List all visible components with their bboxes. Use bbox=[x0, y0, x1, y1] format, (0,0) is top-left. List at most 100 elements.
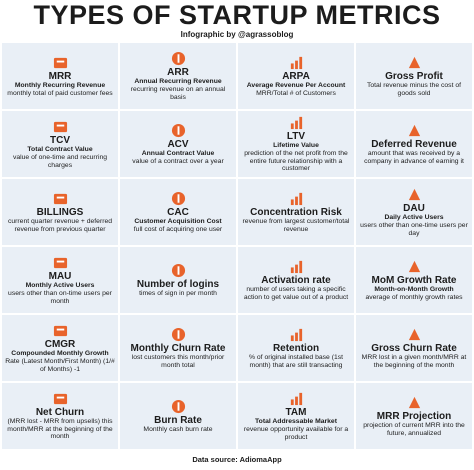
icon bbox=[290, 260, 302, 273]
metric-subtitle: Total Contract Value bbox=[27, 145, 93, 153]
metric-description: Total revenue minus the cost of goods so… bbox=[366, 81, 462, 97]
metric-card: ARR Annual Recurring Revenue recurring rev… bbox=[120, 43, 236, 109]
metric-card: TCV Total Contract Value value of one-time… bbox=[2, 111, 118, 177]
metric-title: Activation rate bbox=[261, 274, 331, 286]
metric-grid: MRR Monthly Recurring Revenue monthly tota… bbox=[2, 43, 472, 449]
icon bbox=[171, 263, 185, 277]
metric-description: users other than on-time users per month bbox=[8, 289, 112, 305]
metric-title: MAU bbox=[48, 270, 72, 282]
icon bbox=[171, 51, 185, 65]
icon bbox=[171, 191, 185, 205]
icon bbox=[53, 121, 67, 133]
icon bbox=[53, 393, 67, 405]
metric-title: Monthly Churn Rate bbox=[130, 342, 226, 354]
metric-title: Gross Churn Rate bbox=[371, 342, 457, 354]
icon bbox=[408, 328, 420, 341]
metric-title: MRR bbox=[48, 70, 72, 82]
icon bbox=[171, 327, 185, 341]
metric-card: Net Churn (MRR lost - MRR from upsells) t… bbox=[2, 383, 118, 449]
metric-subtitle: Monthly Active Users bbox=[25, 281, 95, 289]
metric-title: ARPA bbox=[282, 70, 310, 82]
icon bbox=[408, 188, 420, 201]
icon bbox=[408, 260, 420, 272]
metric-title: Retention bbox=[272, 342, 320, 354]
metric-card: CAC Customer Acquisition Cost full cost of… bbox=[120, 179, 236, 245]
metric-title: ACV bbox=[167, 138, 189, 150]
metric-card: Concentration Risk revenue from largest c… bbox=[238, 179, 354, 245]
metric-description: Monthly cash burn rate bbox=[143, 425, 213, 433]
metric-description: users other than one-time users per day bbox=[360, 221, 468, 237]
metric-card: MoM Growth Rate Month-on-Month Growth aver… bbox=[356, 247, 472, 313]
metric-description: prediction of the net profit from the en… bbox=[244, 150, 348, 173]
metric-title: Number of logins bbox=[136, 278, 220, 290]
metric-title: Gross Profit bbox=[385, 70, 443, 82]
metric-card: LTV Lifetime Value prediction of the net p… bbox=[238, 111, 354, 177]
metric-description: number of users taking a specific action… bbox=[243, 285, 349, 301]
metric-card: TAM Total Addressable Market revenue oppor… bbox=[238, 383, 354, 449]
metric-title: Burn Rate bbox=[154, 414, 202, 426]
metric-description: recurring revenue on an annual basis bbox=[130, 85, 226, 101]
metric-card: Activation rate number of users taking a … bbox=[238, 247, 354, 313]
metric-description: current quarter revenue + deferred reven… bbox=[7, 217, 113, 233]
source: Data source: AdiomaApp bbox=[192, 455, 282, 464]
metric-subtitle: Total Addressable Market bbox=[255, 417, 337, 425]
icon bbox=[53, 57, 67, 68]
metric-title: Concentration Risk bbox=[250, 206, 342, 218]
icon bbox=[290, 56, 302, 69]
icon bbox=[53, 193, 67, 205]
metric-description: value of one-time and recurring charges bbox=[12, 153, 108, 169]
metric-title: LTV bbox=[286, 131, 306, 143]
metric-description: value of a contract over a year bbox=[132, 157, 224, 165]
metric-description: times of sign in per month bbox=[139, 289, 217, 297]
metric-card: Deferred Revenue amount that was received… bbox=[356, 111, 472, 177]
metric-description: revenue from largest customer/total reve… bbox=[242, 217, 350, 233]
icon bbox=[53, 257, 67, 269]
metric-title: CMGR bbox=[44, 338, 76, 350]
metric-card: Gross Profit Total revenue minus the cost… bbox=[356, 43, 472, 109]
icon bbox=[53, 325, 67, 337]
icon bbox=[290, 116, 302, 130]
metric-subtitle: Average Revenue Per Account bbox=[246, 81, 346, 89]
metric-card: MRR Projection projection of current MRR … bbox=[356, 383, 472, 449]
metric-description: % of original installed base (1st month)… bbox=[248, 353, 344, 369]
metric-description: MRR lost in a given month/MRR at the beg… bbox=[361, 353, 467, 369]
icon bbox=[408, 396, 420, 409]
metric-subtitle: Annual Recurring Revenue bbox=[134, 77, 222, 85]
subtitle: Infographic by @agrassoblog bbox=[180, 30, 294, 39]
metric-subtitle: Monthly Recurring Revenue bbox=[14, 81, 106, 89]
metric-title: BILLINGS bbox=[36, 206, 84, 218]
icon bbox=[290, 328, 302, 341]
metric-description: projection of current MRR into the futur… bbox=[363, 421, 465, 437]
metric-title: Deferred Revenue bbox=[371, 138, 457, 150]
title: TYPES OF STARTUP METRICS bbox=[33, 0, 441, 30]
metric-title: MRR Projection bbox=[376, 410, 452, 422]
metric-title: TAM bbox=[285, 406, 307, 418]
metric-description: lost customers this month/prior month to… bbox=[131, 353, 225, 369]
metric-title: ARR bbox=[167, 66, 189, 78]
metric-card: Monthly Churn Rate lost customers this mo… bbox=[120, 315, 236, 381]
metric-description: monthly total of paid customer fees bbox=[7, 89, 113, 97]
metric-title: DAU bbox=[403, 202, 425, 214]
metric-subtitle: Annual Contract Value bbox=[141, 149, 215, 157]
metric-card: Gross Churn Rate MRR lost in a given mont… bbox=[356, 315, 472, 381]
icon bbox=[171, 399, 185, 413]
metric-card: ACV Annual Contract Value value of a contr… bbox=[120, 111, 236, 177]
metric-card: DAU Daily Active Users users other than on… bbox=[356, 179, 472, 245]
metric-subtitle: Lifetime Value bbox=[273, 142, 319, 150]
metric-title: TCV bbox=[50, 134, 70, 146]
metric-card: BILLINGS current quarter revenue + deferr… bbox=[2, 179, 118, 245]
metric-description: full cost of acquiring one user bbox=[133, 225, 223, 233]
metric-description: revenue opportunity available for a prod… bbox=[243, 425, 349, 441]
metric-description: average of monthly growth rates bbox=[365, 293, 463, 301]
metric-title: MoM Growth Rate bbox=[371, 274, 457, 286]
icon bbox=[408, 124, 420, 137]
icon bbox=[290, 192, 302, 205]
metric-description: amount that was received by a company in… bbox=[364, 149, 464, 165]
metric-subtitle: Compounded Monthly Growth bbox=[11, 349, 109, 357]
metric-card: ARPA Average Revenue Per Account MRR/Total… bbox=[238, 43, 354, 109]
metric-card: MAU Monthly Active Users users other than … bbox=[2, 247, 118, 313]
metric-description: (MRR lost - MRR from upsells) this month… bbox=[7, 418, 113, 441]
metric-card: Retention% of original installed base (1… bbox=[238, 315, 354, 381]
metric-subtitle: Month-on-Month Growth bbox=[374, 285, 454, 293]
